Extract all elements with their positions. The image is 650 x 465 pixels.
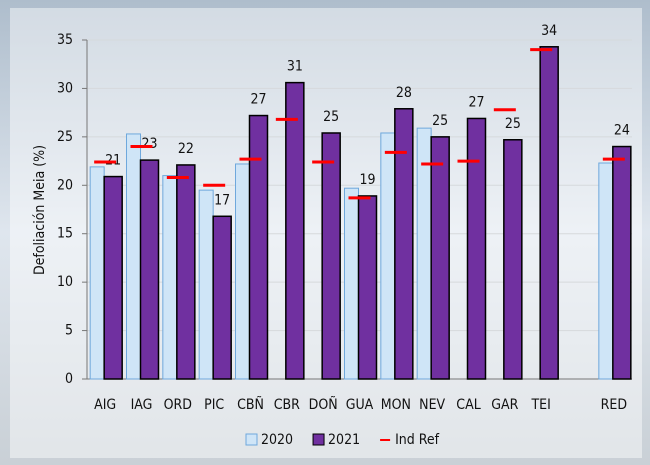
bar-2021 xyxy=(104,177,122,379)
y-tick-label: 15 xyxy=(57,226,73,242)
data-label: 17 xyxy=(214,192,230,208)
bar-2021 xyxy=(468,118,486,379)
bar-2020 xyxy=(345,188,359,379)
bar-2021 xyxy=(177,165,195,379)
y-tick-label: 35 xyxy=(57,32,73,48)
x-tick-label: CBR xyxy=(274,397,300,413)
data-label: 24 xyxy=(614,123,630,139)
bar-2020 xyxy=(199,190,213,379)
bar-2020 xyxy=(90,167,104,379)
data-label: 19 xyxy=(359,172,375,188)
x-tick-label: NEV xyxy=(419,397,445,413)
y-tick-label: 10 xyxy=(57,274,73,290)
data-label: 28 xyxy=(396,85,412,101)
y-tick-label: 0 xyxy=(65,371,73,387)
x-tick-label: DOÑ xyxy=(309,396,338,413)
bar-2020 xyxy=(599,163,613,379)
x-tick-label: CAL xyxy=(456,397,480,413)
data-label: 23 xyxy=(141,136,157,152)
y-tick-label: 25 xyxy=(57,129,73,145)
bar-2021 xyxy=(395,109,413,379)
x-tick-label: GUA xyxy=(346,397,374,413)
y-tick-label: 30 xyxy=(57,80,73,96)
x-tick-label: AIG xyxy=(94,397,116,413)
bar-2021 xyxy=(213,216,231,379)
data-label: 27 xyxy=(250,92,266,108)
x-tick-label: RED xyxy=(601,397,627,413)
x-tick-label: GAR xyxy=(491,397,518,413)
bar-2021 xyxy=(286,83,304,379)
legend-label: 2020 xyxy=(261,432,293,448)
chart: Defoliación Meia (%) 05101520253035AIG21… xyxy=(0,0,650,465)
bar-2021 xyxy=(141,160,159,379)
x-tick-label: CBÑ xyxy=(237,396,264,413)
bar-2021 xyxy=(504,140,522,379)
bar-2021 xyxy=(613,147,631,379)
data-label: 22 xyxy=(178,141,194,157)
x-tick-label: TEI xyxy=(530,397,550,413)
data-label: 34 xyxy=(541,23,557,39)
x-tick-label: ORD xyxy=(164,397,192,413)
legend-swatch xyxy=(313,434,324,445)
legend-swatch xyxy=(246,434,257,445)
data-label: 25 xyxy=(323,109,339,125)
bar-2020 xyxy=(236,164,250,379)
legend-label: 2021 xyxy=(328,432,360,448)
bar-2021 xyxy=(250,116,268,379)
data-label: 25 xyxy=(432,113,448,129)
y-tick-label: 20 xyxy=(57,177,73,193)
page: Defoliación Meia (%) 05101520253035AIG21… xyxy=(0,0,650,465)
x-tick-label: IAG xyxy=(131,397,153,413)
bar-2020 xyxy=(381,133,395,379)
data-label: 31 xyxy=(287,59,303,75)
x-tick-label: MON xyxy=(381,397,411,413)
bar-2021 xyxy=(540,47,558,379)
y-tick-label: 5 xyxy=(65,323,73,339)
legend-label: Ind Ref xyxy=(395,432,440,448)
bar-2021 xyxy=(322,133,340,379)
bar-2020 xyxy=(163,176,177,379)
bar-2021 xyxy=(359,196,377,379)
bar-2020 xyxy=(127,134,141,379)
data-label: 25 xyxy=(505,116,521,132)
x-tick-label: PIC xyxy=(204,397,224,413)
data-label: 27 xyxy=(468,94,484,110)
bar-2021 xyxy=(431,137,449,379)
bar-2020 xyxy=(417,128,431,379)
y-axis-label: Defoliación Meia (%) xyxy=(32,145,48,275)
